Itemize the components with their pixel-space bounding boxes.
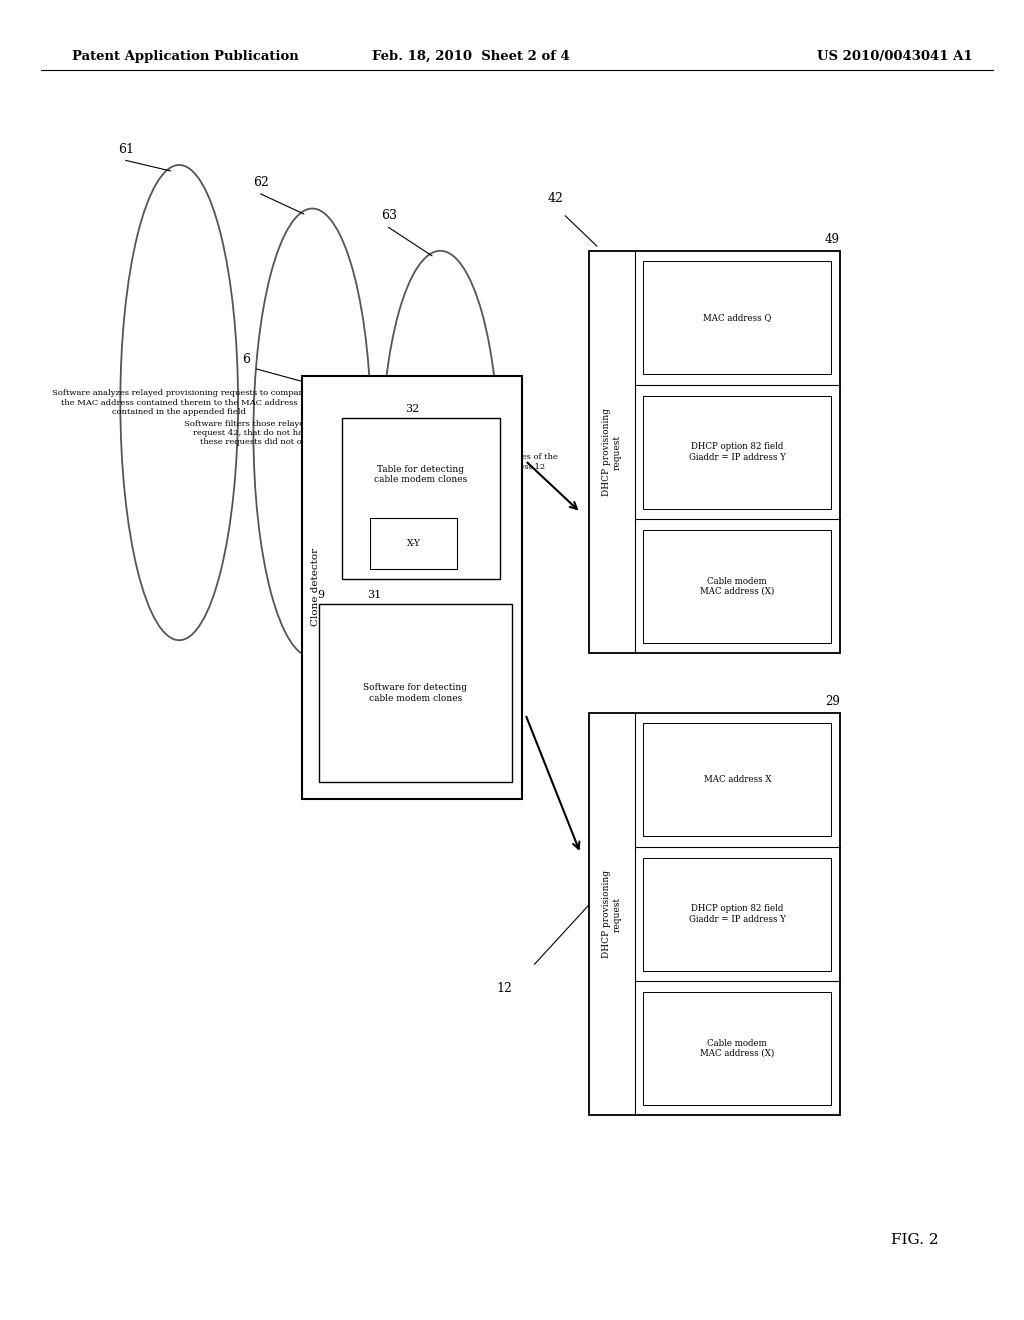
Text: Software filters those relayed provisioning requests, such as
request 42, that d: Software filters those relayed provision…: [184, 420, 440, 446]
Text: Software for detecting
cable modem clones: Software for detecting cable modem clone…: [364, 684, 468, 702]
FancyBboxPatch shape: [342, 418, 500, 579]
Text: Clone detector: Clone detector: [311, 548, 319, 627]
Text: MAC address X: MAC address X: [703, 775, 771, 784]
Text: US 2010/0043041 A1: US 2010/0043041 A1: [817, 50, 973, 63]
Text: 29: 29: [824, 694, 840, 708]
Text: Patent Application Publication: Patent Application Publication: [72, 50, 298, 63]
Text: 12: 12: [497, 982, 513, 995]
Text: 61: 61: [118, 143, 134, 156]
FancyBboxPatch shape: [318, 605, 512, 781]
Text: 32: 32: [406, 404, 420, 414]
Text: 62: 62: [253, 176, 269, 189]
Text: FIG. 2: FIG. 2: [891, 1233, 939, 1247]
Text: 49: 49: [824, 232, 840, 246]
Text: DHCP option 82 field
Giaddr = IP address Y: DHCP option 82 field Giaddr = IP address…: [689, 442, 785, 462]
FancyBboxPatch shape: [589, 713, 840, 1115]
Text: Software analyzes relayed provisioning requests to compare
the MAC address conta: Software analyzes relayed provisioning r…: [51, 389, 307, 416]
Text: DHCP provisioning
request: DHCP provisioning request: [602, 408, 622, 496]
Text: Table for detecting
cable modem clones: Table for detecting cable modem clones: [375, 465, 468, 484]
Text: 6: 6: [242, 352, 250, 366]
Text: 31: 31: [367, 590, 381, 601]
Text: Feb. 18, 2010  Sheet 2 of 4: Feb. 18, 2010 Sheet 2 of 4: [372, 50, 570, 63]
FancyBboxPatch shape: [302, 376, 522, 799]
Text: X-Y: X-Y: [407, 539, 421, 548]
FancyBboxPatch shape: [371, 517, 458, 569]
Text: Cable modem
MAC address (X): Cable modem MAC address (X): [700, 1039, 774, 1059]
Text: Software creates table entries for unfiltered ones of the
relayed provisioning r: Software creates table entries for unfil…: [323, 453, 558, 471]
Text: 9: 9: [317, 590, 325, 601]
Text: 42: 42: [548, 191, 564, 205]
Text: MAC address Q: MAC address Q: [703, 313, 771, 322]
Text: DHCP option 82 field
Giaddr = IP address Y: DHCP option 82 field Giaddr = IP address…: [689, 904, 785, 924]
Text: Cable modem
MAC address (X): Cable modem MAC address (X): [700, 577, 774, 597]
Text: DHCP provisioning
request: DHCP provisioning request: [602, 870, 622, 958]
FancyBboxPatch shape: [589, 251, 840, 653]
Text: 63: 63: [381, 209, 397, 222]
